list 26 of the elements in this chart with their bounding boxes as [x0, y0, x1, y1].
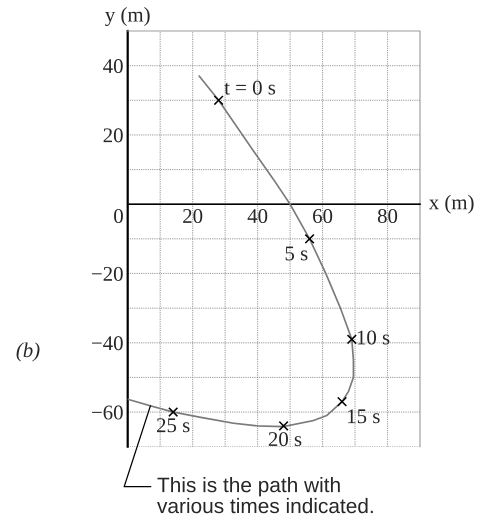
- point: [278, 420, 289, 431]
- y-axis-title: y (m): [105, 7, 150, 26]
- x-axis-title: x (m): [428, 194, 474, 214]
- annotation: 20 s: [268, 432, 302, 446]
- annotation: t = 0 s: [224, 80, 276, 95]
- x-tick-label: 40: [248, 208, 268, 224]
- point: [214, 95, 224, 106]
- annotation: 10 s: [358, 330, 390, 345]
- point: [304, 234, 315, 244]
- annotation: 5 s: [286, 246, 308, 260]
- x-tick-label: 60: [313, 208, 332, 224]
- point: [168, 407, 178, 418]
- x-tick-label: 80: [378, 208, 398, 224]
- point: [337, 396, 348, 407]
- y-tick-label: 40: [103, 59, 123, 74]
- x-tick-label: 0: [114, 208, 123, 224]
- x-tick-label: 20: [183, 208, 202, 224]
- y-tick-label: −20: [92, 266, 123, 281]
- annotation: 25 s: [157, 418, 190, 432]
- annotation: This is the path with various times indicated.: [157, 477, 373, 514]
- point: [346, 334, 357, 344]
- text: (b): [16, 342, 40, 362]
- y-tick-label: −40: [92, 336, 123, 350]
- annotation: 15 s: [348, 409, 380, 424]
- y-tick-label: −60: [92, 405, 123, 420]
- y-tick-label: 20: [104, 128, 123, 142]
